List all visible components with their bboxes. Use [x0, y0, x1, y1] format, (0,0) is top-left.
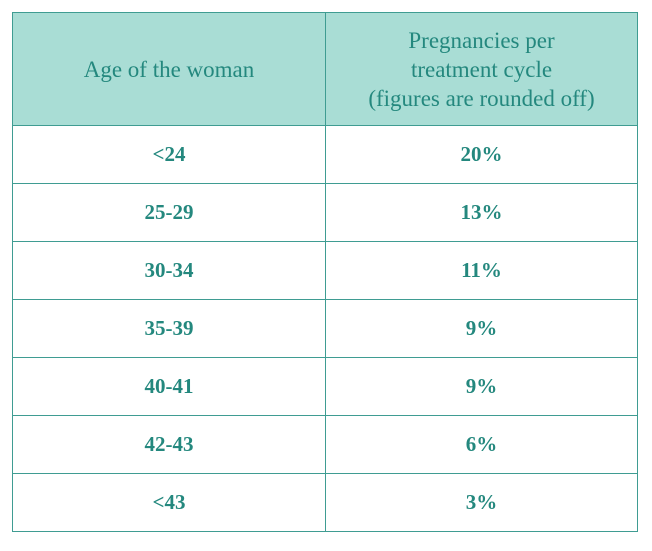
table-row: <43 3%: [12, 473, 638, 532]
header-line: Pregnancies per: [408, 27, 555, 53]
table-container: Age of the woman Pregnancies per treatment…: [12, 12, 638, 532]
table-row: 25-29 13%: [12, 183, 638, 242]
table-cell: 42-43: [12, 415, 326, 474]
column-header: Pregnancies per treatment cycle (figures a…: [325, 12, 638, 126]
table-cell: 20%: [325, 125, 638, 184]
table-body: <24 20% 25-29 13% 30-34 11% 35-39 9% 40-41 9% 42-4…: [12, 125, 638, 532]
table-cell: 3%: [325, 473, 638, 532]
table-cell: <43: [12, 473, 326, 532]
table-cell: <24: [12, 125, 326, 184]
table-cell: 9%: [325, 357, 638, 416]
table-header: Age of the woman Pregnancies per treatment…: [12, 12, 638, 126]
column-header: Age of the woman: [12, 12, 326, 126]
table-cell: 13%: [325, 183, 638, 242]
table-row: 40-41 9%: [12, 357, 638, 416]
table-row: 35-39 9%: [12, 299, 638, 358]
table-cell: 11%: [325, 241, 638, 300]
header-line: treatment cycle: [410, 56, 553, 82]
header-row: Age of the woman Pregnancies per treatment…: [12, 12, 638, 126]
table-cell: 9%: [325, 299, 638, 358]
table-cell: 35-39: [12, 299, 326, 358]
header-line: (figures are rounded off): [368, 85, 595, 111]
table-row: 42-43 6%: [12, 415, 638, 474]
table-cell: 30-34: [12, 241, 326, 300]
table-cell: 40-41: [12, 357, 326, 416]
table-cell: 25-29: [12, 183, 326, 242]
table-row: <24 20%: [12, 125, 638, 184]
table-cell: 6%: [325, 415, 638, 474]
table-row: 30-34 11%: [12, 241, 638, 300]
table: Age of the woman Pregnancies per treatment…: [12, 12, 638, 532]
